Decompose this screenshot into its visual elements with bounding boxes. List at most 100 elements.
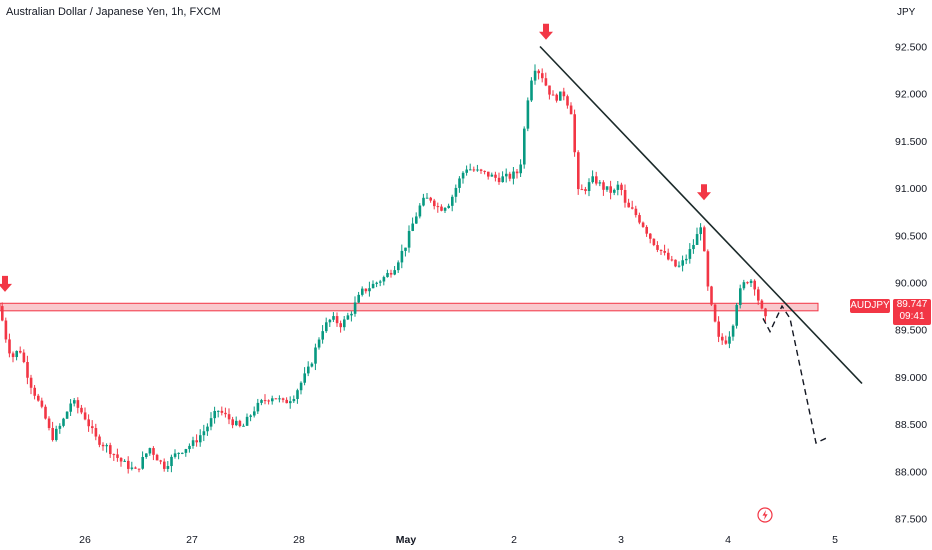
candle-body xyxy=(274,398,278,400)
candle-body xyxy=(101,444,105,447)
candle-body xyxy=(505,173,508,177)
candle-body xyxy=(764,308,767,317)
candle-body xyxy=(382,277,386,282)
candle-body xyxy=(379,281,382,283)
candle-body xyxy=(559,91,562,101)
candle-body xyxy=(476,169,479,171)
candle-body xyxy=(33,387,36,396)
candle-body xyxy=(98,436,101,445)
candle-body xyxy=(332,316,335,320)
candle-body xyxy=(685,258,688,261)
candle-body xyxy=(87,419,90,427)
candle-body xyxy=(40,400,44,407)
candle-body xyxy=(721,336,724,341)
trendline xyxy=(539,45,863,385)
candle-body xyxy=(242,425,245,427)
candle-body xyxy=(281,398,285,400)
candle-body xyxy=(440,206,443,211)
candle-body xyxy=(508,173,512,179)
candle-body xyxy=(735,305,738,326)
candle-body xyxy=(717,321,720,337)
candle-body xyxy=(389,272,393,275)
candle-body xyxy=(695,234,699,245)
candle-body xyxy=(51,428,54,441)
candle-body xyxy=(368,288,371,292)
x-tick-label: 26 xyxy=(79,534,91,546)
candle-body xyxy=(37,395,40,401)
candle-body xyxy=(8,339,11,354)
down-arrow-marker xyxy=(0,275,12,292)
lightning-icon xyxy=(757,507,773,523)
candle-body xyxy=(497,177,501,183)
candle-body xyxy=(670,259,674,261)
candle-body xyxy=(577,152,580,190)
candle-body xyxy=(638,215,641,223)
candle-body xyxy=(343,319,346,328)
candle-body xyxy=(55,428,58,441)
candle-body xyxy=(159,460,162,462)
candle-body xyxy=(400,250,404,263)
x-tick-label: 4 xyxy=(725,534,731,546)
candle-body xyxy=(620,184,623,190)
y-axis: 92.500 92.000 91.500 91.000 90.500 90.000 89.5… xyxy=(895,42,927,526)
candle-body xyxy=(569,105,573,115)
candle-body xyxy=(602,182,605,190)
candle-body xyxy=(166,466,170,469)
candle-body xyxy=(47,418,51,429)
candle-body xyxy=(407,230,411,248)
projection-path xyxy=(762,304,827,444)
candle-body xyxy=(447,205,450,208)
candle-body xyxy=(170,456,173,467)
candle-body xyxy=(393,270,396,275)
candle-body xyxy=(15,350,18,358)
y-tick-label: 87.500 xyxy=(895,514,927,526)
candle-body xyxy=(418,205,422,217)
current-price: 89.747 xyxy=(896,299,928,310)
candle-body xyxy=(645,226,648,234)
candle-body xyxy=(425,197,429,199)
candle-body xyxy=(746,282,749,284)
candle-body xyxy=(609,186,612,193)
candle-body xyxy=(83,412,87,420)
candle-body xyxy=(616,184,620,190)
candle-body xyxy=(58,425,62,429)
candle-body xyxy=(429,197,432,201)
candle-body xyxy=(544,78,548,86)
candle-body xyxy=(728,336,731,344)
candle-body xyxy=(206,426,209,432)
candle-body xyxy=(346,315,350,320)
candle-body xyxy=(479,169,483,171)
candle-body xyxy=(487,171,490,177)
candle-body xyxy=(713,304,717,322)
y-tick-label: 91.000 xyxy=(895,183,927,195)
candle-body xyxy=(692,244,695,250)
candle-body xyxy=(4,320,8,340)
candle-body xyxy=(415,216,418,224)
y-tick-label: 91.500 xyxy=(895,136,927,148)
candle-body xyxy=(461,172,465,179)
candle-body xyxy=(357,294,360,303)
down-arrow-marker xyxy=(539,23,553,40)
candle-body xyxy=(631,207,634,209)
candle-body xyxy=(562,91,566,97)
candle-body xyxy=(454,187,458,197)
candle-body xyxy=(267,400,270,402)
candle-body xyxy=(656,245,659,250)
candle-body xyxy=(566,96,569,106)
candle-body xyxy=(512,171,515,179)
candle-body xyxy=(307,366,310,374)
candle-body xyxy=(627,202,630,208)
candle-body xyxy=(710,286,713,305)
candle-body xyxy=(371,283,375,289)
projection-line xyxy=(762,304,827,444)
candle-body xyxy=(353,302,357,314)
candle-body xyxy=(217,410,220,412)
symbol-tag: AUDJPY xyxy=(850,299,890,313)
y-tick-label: 89.000 xyxy=(895,372,927,384)
candle-body xyxy=(195,440,198,443)
x-tick-label: 27 xyxy=(186,534,198,546)
candle-body xyxy=(65,411,69,419)
candle-body xyxy=(19,350,22,353)
candle-body xyxy=(303,373,306,383)
